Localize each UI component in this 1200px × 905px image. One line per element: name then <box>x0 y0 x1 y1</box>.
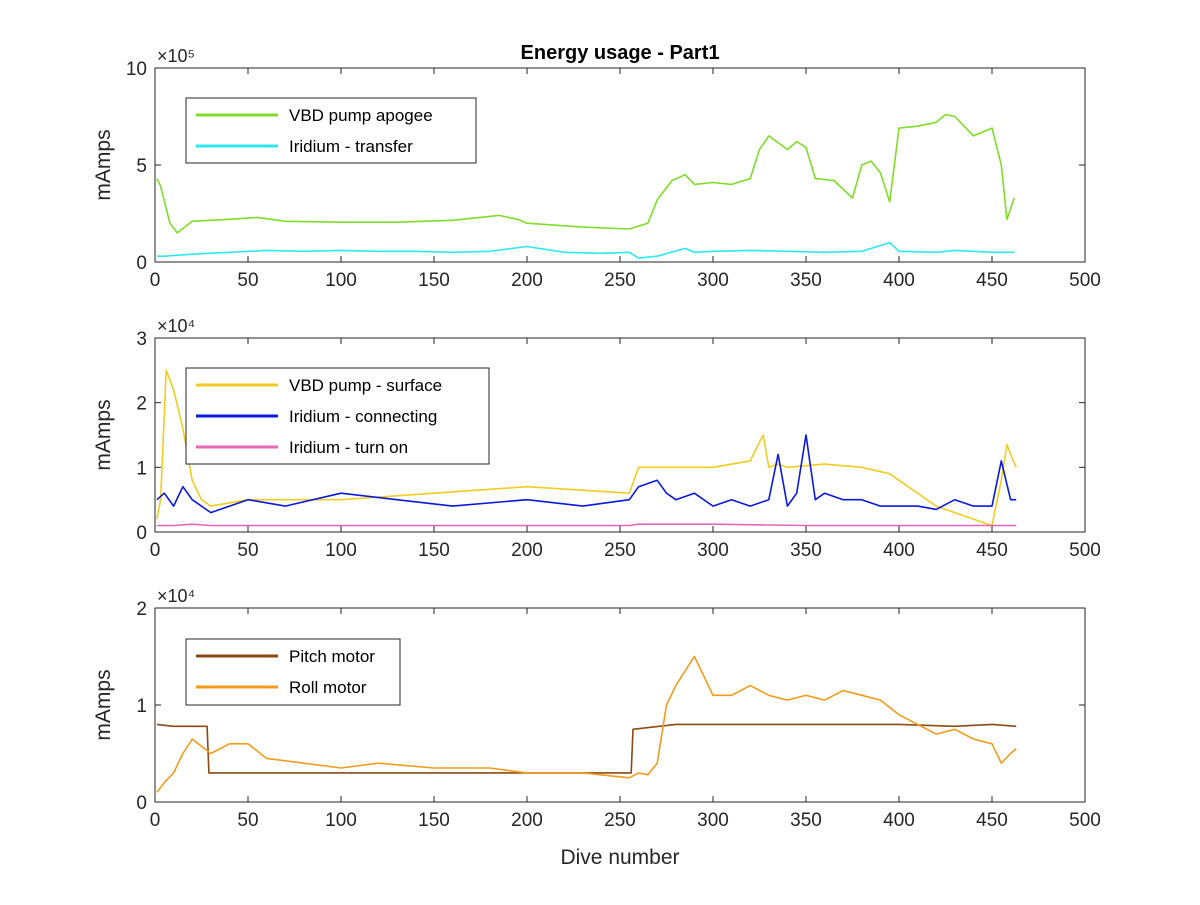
legend-label: Iridium - turn on <box>289 438 408 457</box>
x-tick-label: 50 <box>237 270 258 291</box>
legend: VBD pump apogee Iridium - transfer <box>185 97 477 164</box>
x-tick-label: 400 <box>883 270 915 291</box>
y-tick-label: 0 <box>136 523 147 544</box>
legend-label: Roll motor <box>289 678 367 697</box>
series-line-1-1 <box>156 113 1016 234</box>
x-tick-label: 450 <box>976 270 1008 291</box>
legend-box <box>185 97 477 164</box>
y-exponent-label: ×10⁴ <box>157 586 195 606</box>
series-line-2-3 <box>156 523 1017 527</box>
series-line-3-2 <box>156 655 1017 793</box>
axes-3: 0 50 100 150 200 250 300 350 400 450 500 0 1 2 ×10⁴ mAm… <box>92 586 1101 869</box>
x-tick-label: 100 <box>325 810 357 831</box>
y-tick-label: 2 <box>136 394 147 415</box>
x-tick-label: 300 <box>697 270 729 291</box>
x-tick-label: 400 <box>883 810 915 831</box>
axes-1: 0 50 100 150 200 250 300 350 400 450 500 0 5 10 ×10⁵ mA… <box>92 42 1101 291</box>
y-tick-label: 1 <box>136 696 147 717</box>
legend: Pitch motor Roll motor <box>185 638 401 706</box>
x-tick-label: 200 <box>511 540 543 561</box>
x-tick-label: 250 <box>604 540 636 561</box>
axes-2: 0 50 100 150 200 250 300 350 400 450 500 0 1 2 3 ×10⁴ mA… <box>92 316 1101 561</box>
x-tick-label: 100 <box>325 270 357 291</box>
y-tick-label: 10 <box>126 59 147 80</box>
x-tick-label: 200 <box>511 270 543 291</box>
x-axis-label: Dive number <box>560 846 679 869</box>
x-tick-label: 150 <box>418 540 450 561</box>
x-tick-label: 400 <box>883 540 915 561</box>
x-tick-label: 250 <box>604 810 636 831</box>
legend-label: VBD pump - surface <box>289 376 442 395</box>
x-tick-label: 100 <box>325 540 357 561</box>
y-tick-label: 3 <box>136 329 147 350</box>
x-tick-label: 350 <box>790 540 822 561</box>
x-tick-label: 350 <box>790 810 822 831</box>
x-tick-label: 50 <box>237 540 258 561</box>
legend-box <box>185 638 401 706</box>
y-axis-label: mAmps <box>92 129 115 200</box>
x-tick-label: 500 <box>1069 540 1101 561</box>
y-exponent-label: ×10⁴ <box>157 316 195 336</box>
x-tick-label: 150 <box>418 270 450 291</box>
x-tick-label: 350 <box>790 270 822 291</box>
x-tick-label: 500 <box>1069 270 1101 291</box>
series-line-2-2 <box>156 434 1017 514</box>
x-tick-label: 200 <box>511 810 543 831</box>
y-tick-label: 1 <box>136 458 147 479</box>
legend-label: Pitch motor <box>289 647 375 666</box>
y-tick-label: 5 <box>136 156 147 177</box>
series-line-2-1 <box>156 369 1017 527</box>
legend-label: Iridium - transfer <box>289 137 413 156</box>
plot-area <box>155 68 1085 262</box>
x-tick-label: 0 <box>150 810 161 831</box>
x-tick-label: 0 <box>150 540 161 561</box>
x-tick-label: 300 <box>697 540 729 561</box>
x-tick-label: 250 <box>604 270 636 291</box>
x-tick-label: 500 <box>1069 810 1101 831</box>
x-tick-label: 50 <box>237 810 258 831</box>
y-tick-label: 2 <box>136 599 147 620</box>
y-axis-label: mAmps <box>92 669 115 740</box>
y-exponent-label: ×10⁵ <box>157 46 195 66</box>
legend-label: VBD pump apogee <box>289 106 433 125</box>
x-tick-label: 450 <box>976 810 1008 831</box>
y-tick-label: 0 <box>136 793 147 814</box>
series-line-1-2 <box>156 241 1015 259</box>
chart-title: Energy usage - Part1 <box>521 42 720 64</box>
x-tick-label: 150 <box>418 810 450 831</box>
y-axis-label: mAmps <box>92 399 115 470</box>
y-tick-label: 0 <box>136 253 147 274</box>
legend: VBD pump - surface Iridium - connecting Ir… <box>185 367 490 465</box>
x-tick-label: 300 <box>697 810 729 831</box>
x-tick-label: 0 <box>150 270 161 291</box>
x-tick-label: 450 <box>976 540 1008 561</box>
legend-label: Iridium - connecting <box>289 407 437 426</box>
